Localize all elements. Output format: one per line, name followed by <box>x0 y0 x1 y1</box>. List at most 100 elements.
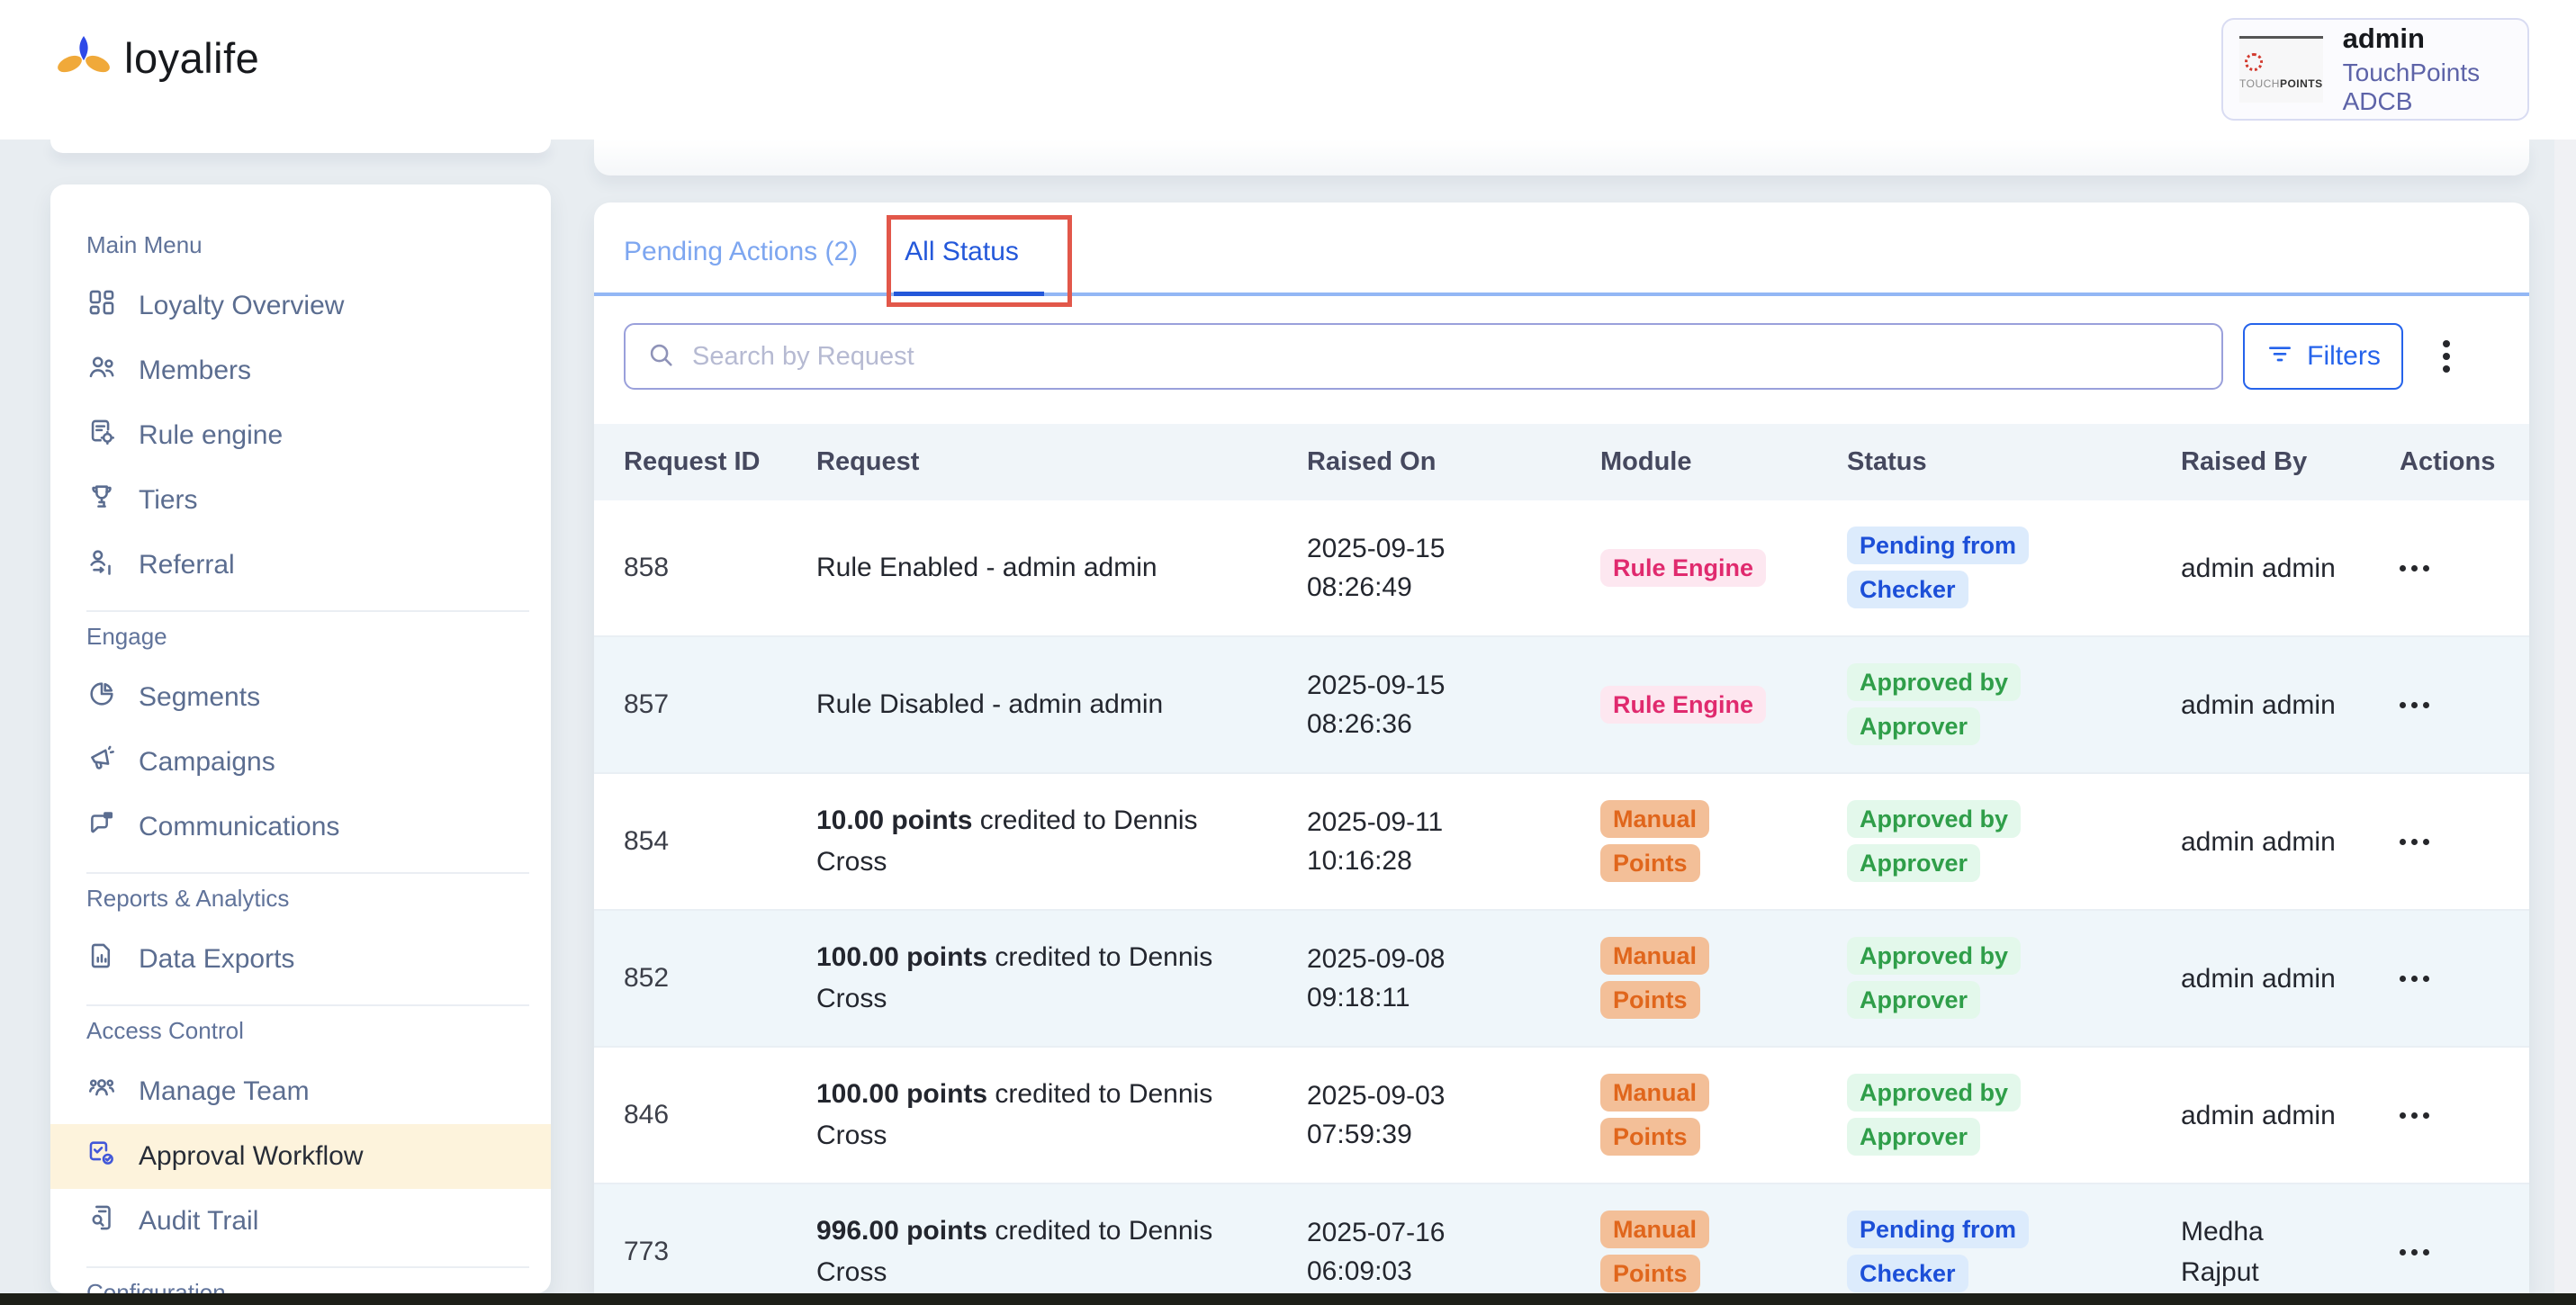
user-org: TouchPoints ADCB <box>2342 58 2481 115</box>
col-request-id: Request ID <box>624 447 761 476</box>
table-row: 854 10.00 points credited to Dennis Cros… <box>594 774 2529 911</box>
request-id: 854 <box>624 826 670 856</box>
raised-by: admin admin <box>2181 553 2336 583</box>
sidebar-divider <box>86 1266 529 1268</box>
col-module: Module <box>1600 447 1692 476</box>
table-row: 852 100.00 points credited to Dennis Cro… <box>594 911 2529 1048</box>
section-label-reports: Reports & Analytics <box>86 885 290 912</box>
trophy-icon <box>86 482 117 519</box>
status-tabs: Pending Actions (2) All Status <box>594 202 2529 296</box>
section-label-access-control: Access Control <box>86 1017 244 1044</box>
doc-search-icon <box>86 1202 117 1240</box>
module-badge: Rule Engine <box>1600 548 1767 587</box>
table-row: 857 Rule Disabled - admin admin 2025-09-… <box>594 637 2529 774</box>
user-profile-chip[interactable]: TOUCHPOINTS admin TouchPoints ADCB <box>2221 18 2529 121</box>
request-description: Rule Enabled - admin admin <box>816 552 1157 582</box>
col-raised-by: Raised By <box>2181 447 2308 476</box>
status-badge: Approved by Approver <box>1847 937 2022 1019</box>
request-description: Rule Disabled - admin admin <box>816 688 1164 719</box>
search-input[interactable] <box>692 341 2203 372</box>
raised-on: 2025-09-08 09:18:11 <box>1307 943 1446 1013</box>
raised-on: 2025-07-16 06:09:03 <box>1307 1217 1446 1287</box>
pie-icon <box>86 679 117 716</box>
sidebar-item-data-exports[interactable]: Data Exports <box>86 927 529 992</box>
sidebar-divider <box>86 1004 529 1006</box>
row-actions-menu-icon[interactable] <box>2400 1103 2429 1128</box>
row-actions-menu-icon[interactable] <box>2400 1240 2429 1264</box>
org-logo: TOUCHPOINTS <box>2239 36 2323 103</box>
table-row: 846 100.00 points credited to Dennis Cro… <box>594 1048 2529 1184</box>
request-id: 773 <box>624 1237 670 1266</box>
filter-icon <box>2265 338 2294 374</box>
tab-all-status[interactable]: All Status <box>894 237 1044 296</box>
people-icon <box>86 352 117 390</box>
module-badge: Manual Points <box>1600 800 1710 882</box>
sidebar-divider <box>86 872 529 874</box>
request-id: 846 <box>624 1100 670 1130</box>
status-badge: Pending from Checker <box>1847 1210 2029 1292</box>
more-options-kebab-icon[interactable] <box>2434 331 2459 382</box>
raised-on: 2025-09-11 10:16:28 <box>1307 806 1444 877</box>
module-badge: Manual Points <box>1600 1210 1710 1292</box>
page-scrollbar[interactable] <box>2554 140 2576 1293</box>
desktop-background-strip <box>0 1293 2576 1305</box>
search-icon <box>645 339 676 374</box>
tab-pending-actions[interactable]: Pending Actions (2) <box>624 237 859 266</box>
request-description: 996.00 points credited to Dennis Cross <box>816 1215 1213 1288</box>
raised-by: admin admin <box>2181 1100 2336 1130</box>
table-header-row: Request ID Request Raised On Module Stat… <box>594 424 2529 500</box>
row-actions-menu-icon[interactable] <box>2400 693 2429 717</box>
status-badge: Approved by Approver <box>1847 1074 2022 1156</box>
sidebar-divider <box>86 610 529 612</box>
request-description: 10.00 points credited to Dennis Cross <box>816 805 1198 878</box>
request-description: 100.00 points credited to Dennis Cross <box>816 1078 1213 1151</box>
search-box <box>624 323 2223 390</box>
user-name: admin <box>2342 22 2425 54</box>
sidebar-item-segments[interactable]: Segments <box>86 665 529 730</box>
status-badge: Approved by Approver <box>1847 663 2022 745</box>
raised-on: 2025-09-15 08:26:36 <box>1307 670 1446 740</box>
sidebar-item-audit-trail[interactable]: Audit Trail <box>86 1189 529 1254</box>
col-request: Request <box>816 447 920 476</box>
sidebar-item-approval-workflow[interactable]: Approval Workflow <box>50 1124 551 1189</box>
table-row: 773 996.00 points credited to Dennis Cro… <box>594 1184 2529 1293</box>
doc-chart-icon <box>86 940 117 978</box>
approval-workflow-panel: Pending Actions (2) All Status Filters R… <box>594 202 2529 1293</box>
section-label-main-menu: Main Menu <box>86 231 203 258</box>
raised-by: admin admin <box>2181 689 2336 720</box>
raised-by: admin admin <box>2181 963 2336 994</box>
row-actions-menu-icon[interactable] <box>2400 830 2429 854</box>
raised-by: admin admin <box>2181 826 2336 857</box>
sidebar-item-rule-engine[interactable]: Rule engine <box>86 403 529 468</box>
raised-on: 2025-09-03 07:59:39 <box>1307 1080 1446 1150</box>
col-status: Status <box>1847 447 1927 476</box>
brand-logo[interactable]: loyalife <box>56 32 259 84</box>
sidebar-item-referral[interactable]: Referral <box>86 533 529 598</box>
filters-button[interactable]: Filters <box>2243 323 2403 390</box>
sidebar-scrolled-card-edge <box>50 140 551 153</box>
table-toolbar: Filters <box>624 323 2499 390</box>
content-scrolled-card-edge <box>594 140 2529 176</box>
module-badge: Manual Points <box>1600 937 1710 1019</box>
sidebar-item-tiers[interactable]: Tiers <box>86 468 529 533</box>
sidebar-item-communications[interactable]: Communications <box>86 795 529 860</box>
sidebar-item-manage-team[interactable]: Manage Team <box>86 1059 529 1124</box>
section-label-configuration: Configuration <box>86 1279 226 1293</box>
col-actions: Actions <box>2400 447 2496 476</box>
doc-gear-icon <box>86 417 117 454</box>
request-id: 852 <box>624 963 670 993</box>
sidebar: Main Menu Loyalty Overview Members Rule … <box>50 184 551 1293</box>
grid-icon <box>86 287 117 325</box>
row-actions-menu-icon[interactable] <box>2400 556 2429 580</box>
chat-icon <box>86 808 117 846</box>
sidebar-item-members[interactable]: Members <box>86 338 529 403</box>
col-raised-on: Raised On <box>1307 447 1437 476</box>
module-badge: Manual Points <box>1600 1074 1710 1156</box>
sidebar-item-campaigns[interactable]: Campaigns <box>86 730 529 795</box>
top-header: loyalife TOUCHPOINTS admin TouchPoints A… <box>0 0 2576 140</box>
megaphone-icon <box>86 743 117 781</box>
sidebar-item-loyalty-overview[interactable]: Loyalty Overview <box>86 274 529 338</box>
approval-icon <box>86 1138 117 1175</box>
row-actions-menu-icon[interactable] <box>2400 967 2429 991</box>
raised-by: Medha Rajput <box>2181 1217 2264 1287</box>
